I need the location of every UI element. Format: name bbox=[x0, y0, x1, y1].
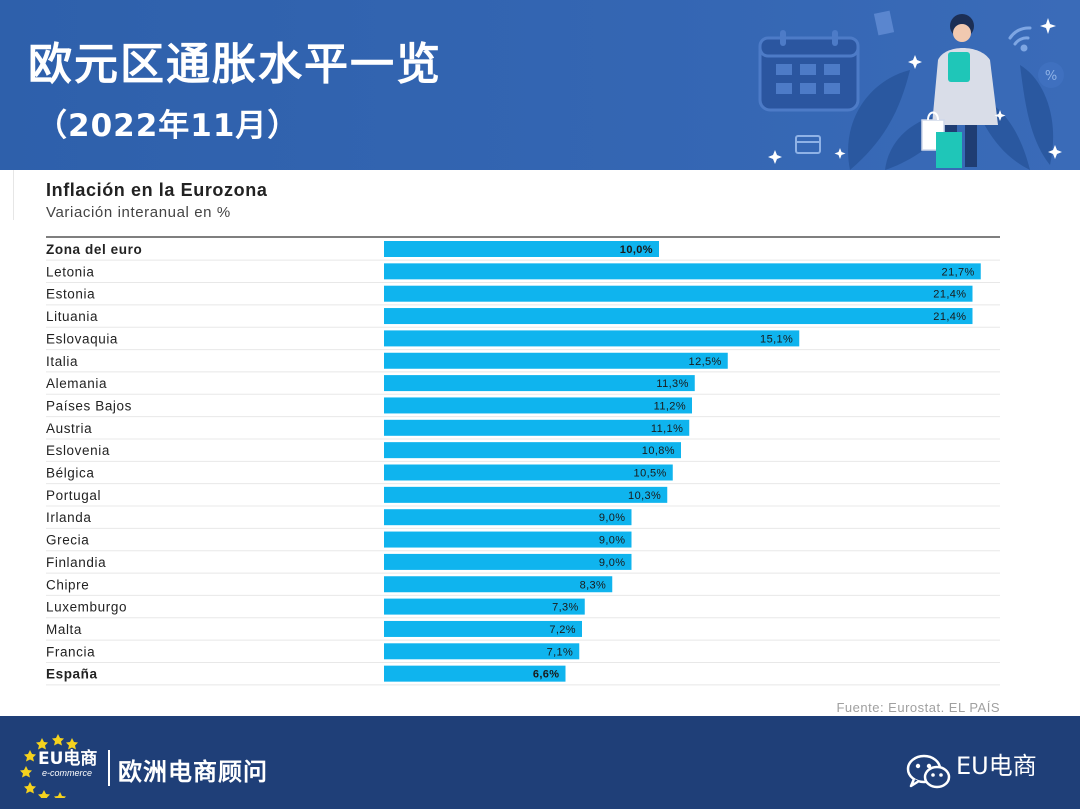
bar bbox=[384, 576, 613, 593]
data-label: 10,0% bbox=[620, 244, 653, 256]
data-label: 10,3% bbox=[628, 490, 661, 502]
data-label: 10,8% bbox=[642, 445, 675, 457]
bar bbox=[384, 598, 585, 615]
bar bbox=[384, 620, 582, 637]
data-label: 15,1% bbox=[760, 333, 793, 345]
category-label: Estonia bbox=[46, 287, 95, 302]
category-label: Letonia bbox=[46, 264, 95, 279]
category-label: Irlanda bbox=[46, 510, 91, 525]
category-label: Bélgica bbox=[46, 466, 94, 481]
data-label: 11,2% bbox=[654, 400, 686, 412]
chart-source: Fuente: Eurostat. EL PAÍS bbox=[836, 700, 1000, 715]
bar bbox=[384, 308, 973, 325]
category-label: Austria bbox=[46, 421, 92, 436]
category-label: Francia bbox=[46, 644, 95, 659]
category-label: Portugal bbox=[46, 488, 101, 503]
data-label: 8,3% bbox=[580, 579, 607, 591]
footer-bar: EU电商 e-commerce 欧洲电商顾问 EU电商 bbox=[0, 716, 1080, 809]
bar bbox=[384, 285, 973, 302]
category-label: Italia bbox=[46, 354, 78, 369]
bar bbox=[384, 263, 981, 280]
data-label: 11,3% bbox=[656, 378, 688, 390]
wechat-account-label: EU电商 bbox=[956, 752, 1037, 780]
data-label: 7,3% bbox=[552, 602, 579, 614]
data-label: 12,5% bbox=[689, 356, 722, 368]
credit-card-icon bbox=[795, 135, 821, 154]
calendar-icon bbox=[758, 30, 860, 112]
data-label: 21,4% bbox=[933, 311, 966, 323]
svg-text:%: % bbox=[1045, 69, 1057, 84]
category-label: Luxemburgo bbox=[46, 600, 127, 615]
bar bbox=[384, 352, 728, 369]
bar bbox=[384, 397, 692, 414]
bar bbox=[384, 419, 690, 436]
logo-tagline: e-commerce bbox=[42, 768, 93, 778]
category-label: Países Bajos bbox=[46, 398, 132, 413]
header-banner: 欧元区通胀水平一览 （2022年11月） bbox=[0, 0, 1080, 170]
category-label: Chipre bbox=[46, 577, 89, 592]
data-label: 9,0% bbox=[599, 557, 626, 569]
chart-title: Inflación en la Eurozona bbox=[46, 180, 268, 200]
category-label: Finlandia bbox=[46, 555, 106, 570]
bar bbox=[384, 531, 632, 548]
footer-divider bbox=[108, 750, 110, 786]
page-subtitle: （2022年11月） bbox=[36, 108, 300, 144]
category-label: Zona del euro bbox=[46, 242, 142, 257]
page-title: 欧元区通胀水平一览 bbox=[28, 39, 442, 90]
data-label: 21,4% bbox=[933, 289, 966, 301]
data-label: 11,1% bbox=[651, 423, 683, 435]
bar bbox=[384, 665, 566, 682]
bar-chart: Zona del euro 10,0% Letonia 21,7% Estonia 21,… bbox=[46, 236, 1000, 686]
data-label: 21,7% bbox=[942, 266, 975, 278]
category-label: Grecia bbox=[46, 533, 89, 548]
bar bbox=[384, 553, 632, 570]
data-label: 10,5% bbox=[634, 468, 667, 480]
star-icon bbox=[768, 18, 1062, 164]
bar bbox=[384, 442, 681, 459]
category-label: Alemania bbox=[46, 376, 107, 391]
category-label: Eslovaquia bbox=[46, 331, 118, 346]
category-label: Eslovenia bbox=[46, 443, 110, 458]
data-label: 7,1% bbox=[547, 646, 574, 658]
bar bbox=[384, 464, 673, 481]
eu-stars-logo bbox=[20, 734, 78, 798]
bar bbox=[384, 486, 668, 503]
shopping-illustration: % bbox=[758, 10, 1064, 170]
data-label: 6,6% bbox=[533, 669, 560, 681]
wifi-icon bbox=[1008, 26, 1032, 52]
data-label: 7,2% bbox=[549, 624, 576, 636]
category-label: Lituania bbox=[46, 309, 98, 324]
data-label: 9,0% bbox=[599, 512, 626, 524]
shopping-bags-icon bbox=[873, 10, 962, 168]
bar bbox=[384, 643, 580, 660]
footer-brand-name: 欧洲电商顾问 bbox=[118, 758, 268, 786]
bar bbox=[384, 375, 695, 392]
bar bbox=[384, 241, 659, 257]
bar bbox=[384, 330, 800, 347]
category-label: España bbox=[46, 667, 98, 682]
bar bbox=[384, 509, 632, 526]
category-label: Malta bbox=[46, 622, 82, 637]
percent-tag-icon: % bbox=[1038, 62, 1064, 88]
chart-subtitle: Variación interanual en % bbox=[46, 204, 231, 221]
data-label: 9,0% bbox=[599, 535, 626, 547]
chart-panel-edge bbox=[0, 170, 14, 220]
wechat-icon bbox=[906, 754, 951, 789]
logo-wordmark: EU电商 bbox=[38, 749, 98, 769]
